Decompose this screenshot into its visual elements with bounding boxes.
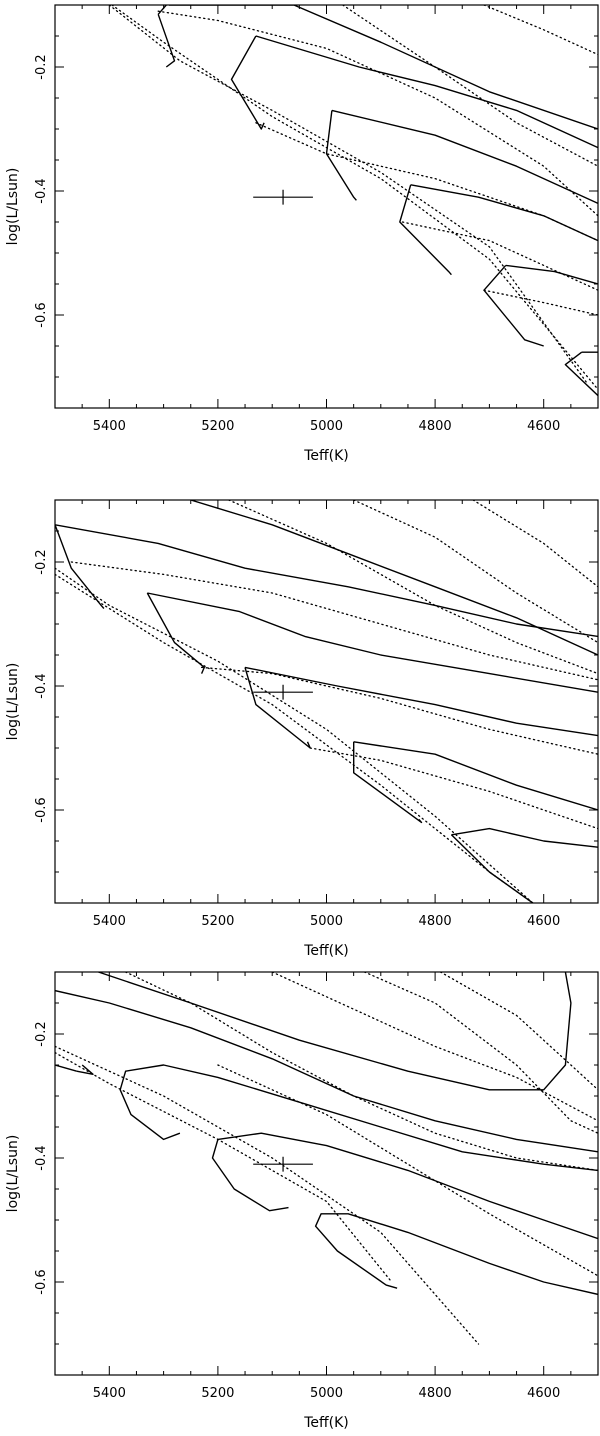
plot-area bbox=[108, 5, 598, 397]
isochrone-dotted-line bbox=[483, 289, 598, 316]
evolutionary-track-line bbox=[169, 5, 598, 130]
evolutionary-track-line bbox=[564, 351, 598, 397]
hr-panel-3: 5400 5200 5000 4800 4600 -0.2 -0.4 -0.6 Teff(K) l… bbox=[5, 971, 599, 1431]
hr-panel-1: 5400 5200 5000 4800 4600 -0.2 -0.4 -0.6 Teff(K) l… bbox=[5, 4, 599, 464]
hr-panel-2: 5400 5200 5000 4800 4600 -0.2 -0.4 -0.6 Teff(K) l… bbox=[5, 499, 599, 959]
evolutionary-track-line bbox=[157, 5, 167, 15]
isochrone-dotted-line bbox=[363, 972, 598, 1134]
isochrone-dotted-line bbox=[200, 666, 598, 755]
plot-area bbox=[55, 972, 598, 1345]
axes-frame bbox=[54, 499, 599, 904]
isochrone-dotted-line bbox=[439, 972, 598, 1091]
evolutionary-track-line bbox=[76, 1064, 94, 1076]
x-tick-label: 5200 bbox=[201, 914, 234, 929]
x-tick-label: 4800 bbox=[419, 1386, 452, 1401]
y-axis-label: log(L/Lsun) bbox=[5, 168, 21, 246]
y-axis-label: log(L/Lsun) bbox=[5, 663, 21, 741]
evolutionary-track-line bbox=[157, 14, 176, 68]
x-axis-label: Teff(K) bbox=[303, 448, 349, 464]
isochrone-dotted-line bbox=[353, 500, 598, 644]
star-error-cross bbox=[253, 1156, 313, 1172]
y-tick-label: -0.6 bbox=[34, 302, 49, 327]
x-tick-label: 5400 bbox=[93, 1386, 126, 1401]
isochrone-dotted-line bbox=[55, 1045, 480, 1345]
x-tick-label: 5400 bbox=[93, 419, 126, 434]
evolutionary-track-line bbox=[353, 741, 423, 824]
x-tick-label: 4800 bbox=[419, 419, 452, 434]
evolutionary-track-line bbox=[98, 972, 572, 1091]
star-error-cross bbox=[253, 189, 313, 205]
evolutionary-track-line bbox=[55, 1064, 77, 1072]
evolutionary-track-line bbox=[399, 184, 452, 276]
x-tick-label: 5000 bbox=[310, 419, 343, 434]
evolutionary-track-line bbox=[331, 109, 598, 205]
y-tick-label: -0.4 bbox=[34, 673, 49, 698]
isochrone-dotted-line bbox=[255, 122, 598, 242]
evolutionary-track-line bbox=[255, 35, 598, 149]
y-tick-label: -0.4 bbox=[34, 178, 49, 203]
isochrone-dotted-line bbox=[70, 561, 598, 681]
x-tick-label: 5000 bbox=[310, 914, 343, 929]
evolutionary-track-line bbox=[325, 110, 357, 201]
isochrone-dotted-line bbox=[55, 567, 534, 903]
x-tick-label: 5000 bbox=[310, 1386, 343, 1401]
isochrone-dotted-line bbox=[55, 573, 534, 903]
evolutionary-track-line bbox=[483, 264, 544, 347]
evolutionary-track-line bbox=[410, 184, 598, 242]
evolutionary-track-line bbox=[147, 592, 598, 693]
evolutionary-track-line bbox=[353, 741, 598, 811]
isochrone-dotted-line bbox=[401, 221, 598, 291]
isochrone-dotted-line bbox=[483, 5, 598, 56]
x-tick-label: 4600 bbox=[527, 914, 560, 929]
x-axis-label: Teff(K) bbox=[303, 1415, 349, 1431]
evolutionary-track-line bbox=[505, 264, 598, 285]
isochrone-dotted-line bbox=[108, 5, 588, 384]
isochrone-dotted-line bbox=[217, 1064, 598, 1277]
evolutionary-track-line bbox=[451, 827, 598, 848]
isochrone-dotted-line bbox=[472, 500, 598, 588]
evolutionary-track-line bbox=[146, 592, 206, 674]
x-tick-label: 5200 bbox=[201, 1386, 234, 1401]
star-error-cross bbox=[253, 684, 313, 700]
axes-frame bbox=[54, 971, 599, 1376]
axes-frame bbox=[54, 4, 599, 409]
evolutionary-track-line bbox=[450, 834, 534, 903]
y-tick-label: -0.4 bbox=[34, 1145, 49, 1170]
evolutionary-track-line bbox=[244, 666, 598, 737]
x-tick-label: 4600 bbox=[527, 1386, 560, 1401]
evolutionary-track-line bbox=[314, 1213, 598, 1296]
isochrone-dotted-line bbox=[228, 500, 598, 675]
isochrone-dotted-line bbox=[55, 1051, 393, 1283]
x-axis-label: Teff(K) bbox=[303, 943, 349, 959]
plot-area bbox=[55, 500, 598, 903]
evolutionary-track-line bbox=[119, 1064, 598, 1172]
x-tick-label: 5400 bbox=[93, 914, 126, 929]
isochrone-dotted-line bbox=[342, 5, 598, 167]
evolutionary-track-line bbox=[190, 500, 598, 656]
x-tick-label: 4800 bbox=[419, 914, 452, 929]
y-tick-label: -0.2 bbox=[34, 549, 49, 574]
evolutionary-track-line bbox=[55, 524, 598, 638]
x-tick-label: 5200 bbox=[201, 419, 234, 434]
evolutionary-track-line bbox=[55, 524, 105, 609]
isochrone-dotted-line bbox=[271, 972, 598, 1122]
x-tick-label: 4600 bbox=[527, 419, 560, 434]
y-axis-label: log(L/Lsun) bbox=[5, 1135, 21, 1213]
y-tick-label: -0.6 bbox=[34, 1269, 49, 1294]
evolutionary-track-line bbox=[211, 1132, 598, 1240]
y-tick-label: -0.2 bbox=[34, 1021, 49, 1046]
evolutionary-track-line bbox=[230, 35, 265, 130]
isochrone-dotted-line bbox=[157, 10, 598, 217]
y-tick-label: -0.6 bbox=[34, 797, 49, 822]
evolutionary-track-line bbox=[244, 667, 311, 749]
evolutionary-track-line bbox=[55, 989, 598, 1153]
isochrone-dotted-line bbox=[111, 5, 598, 391]
y-tick-label: -0.2 bbox=[34, 54, 49, 79]
